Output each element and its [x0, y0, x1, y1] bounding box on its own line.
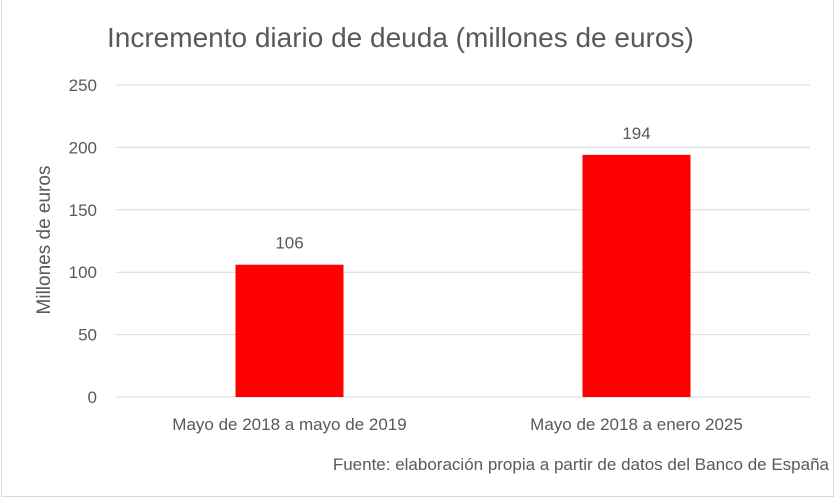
- y-tick-label: 0: [88, 388, 97, 407]
- chart-title: Incremento diario de deuda (millones de …: [107, 22, 694, 53]
- y-tick-label: 150: [69, 201, 97, 220]
- data-label: 194: [622, 124, 650, 143]
- y-tick-label: 200: [69, 138, 97, 157]
- bar: [582, 154, 691, 397]
- y-tick-label: 100: [69, 263, 97, 282]
- source-note: Fuente: elaboración propia a partir de d…: [332, 455, 829, 474]
- y-tick-label: 250: [69, 76, 97, 95]
- bar: [235, 264, 344, 397]
- y-tick-label: 50: [78, 326, 97, 345]
- x-tick-label: Mayo de 2018 a mayo de 2019: [172, 415, 406, 434]
- data-label: 106: [275, 234, 303, 253]
- x-tick-label: Mayo de 2018 a enero 2025: [530, 415, 743, 434]
